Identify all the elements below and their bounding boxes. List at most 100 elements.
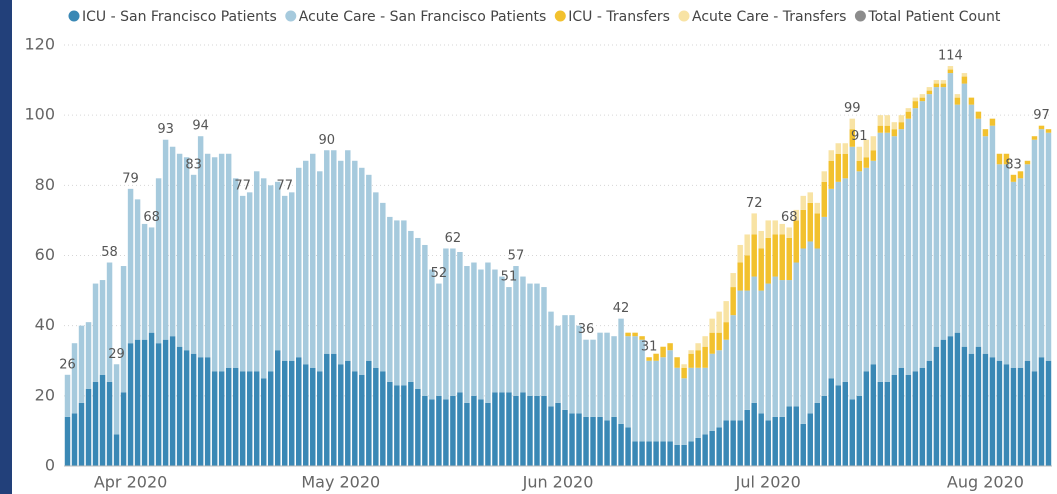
- bar-segment: [317, 371, 323, 466]
- bar-segment: [569, 413, 575, 466]
- y-tick-label: 40: [35, 315, 55, 334]
- bar-segment: [940, 87, 947, 340]
- bar-segment: [975, 346, 982, 466]
- bar-segment: [548, 311, 554, 407]
- bar-segment: [373, 367, 379, 466]
- bar-segment: [639, 339, 645, 442]
- bar-segment: [891, 136, 898, 375]
- bar-segment: [849, 118, 856, 130]
- bar-segment: [422, 244, 428, 396]
- bar-segment: [856, 395, 863, 466]
- bar-segment: [982, 129, 989, 137]
- x-tick-label: Jun 2020: [522, 473, 594, 492]
- bar-segment: [989, 118, 996, 126]
- bar-segment: [646, 357, 652, 361]
- bar-segment: [842, 381, 849, 466]
- legend-marker: [68, 10, 80, 22]
- bar-segment: [611, 336, 617, 417]
- bar-segment: [821, 171, 828, 182]
- bar-segment: [856, 146, 863, 161]
- bar-segment: [176, 346, 183, 466]
- total-label: 79: [122, 171, 139, 186]
- bar-segment: [408, 381, 414, 466]
- legend-label: Total Patient Count: [867, 9, 1000, 25]
- bar-segment: [513, 395, 519, 466]
- bar-segment: [807, 241, 813, 414]
- bar-segment: [744, 409, 750, 466]
- bar-segment: [877, 132, 884, 382]
- bar-segment: [674, 444, 680, 466]
- total-label: 58: [101, 245, 118, 260]
- bar-segment: [877, 115, 884, 126]
- bar-segment: [870, 364, 877, 466]
- bar-segment: [85, 322, 92, 389]
- bar-segment: [239, 371, 246, 466]
- bar-segment: [583, 339, 589, 417]
- bar-segment: [64, 374, 71, 417]
- bar-segment: [765, 220, 771, 238]
- bar-segment: [78, 402, 85, 466]
- bar-segment: [996, 360, 1003, 466]
- bar-segment: [527, 395, 533, 466]
- bar-segment: [618, 423, 624, 466]
- bar-segment: [716, 332, 722, 351]
- bar-segment: [204, 357, 211, 466]
- bar-segment: [961, 346, 968, 466]
- bar-segment: [982, 136, 989, 354]
- bar-segment: [443, 248, 449, 400]
- bar-segment: [288, 192, 295, 361]
- bar-segment: [821, 216, 828, 396]
- bar-segment: [1031, 139, 1038, 372]
- total-label: 83: [185, 157, 202, 172]
- bar-segment: [856, 171, 863, 396]
- bar-segment: [541, 395, 547, 466]
- bar-segment: [688, 367, 694, 442]
- bar-segment: [730, 315, 736, 421]
- bar-segment: [709, 430, 715, 466]
- bar-segment: [723, 301, 729, 323]
- bar-segment: [618, 318, 624, 424]
- bar-segment: [1010, 181, 1017, 368]
- bar-segment: [716, 350, 722, 428]
- bar-segment: [863, 167, 870, 372]
- bar-segment: [919, 101, 926, 368]
- bar-segment: [996, 164, 1003, 361]
- x-tick-label: Apr 2020: [94, 473, 167, 492]
- bar-segment: [800, 248, 806, 424]
- total-label: 51: [501, 270, 518, 285]
- bar-segment: [520, 392, 526, 466]
- bar-segment: [793, 262, 799, 407]
- bar-segment: [702, 336, 708, 347]
- bar-segment: [281, 195, 288, 361]
- bar-segment: [85, 388, 92, 466]
- bar-segment: [64, 416, 71, 466]
- bar-segment: [604, 332, 610, 421]
- bar-segment: [723, 322, 729, 340]
- bar-segment: [695, 437, 701, 466]
- bar-segment: [492, 269, 498, 393]
- bar-segment: [162, 339, 169, 466]
- total-label: 91: [851, 129, 868, 144]
- bar-segment: [695, 350, 701, 368]
- bar-segment: [303, 160, 309, 365]
- x-tick-label: May 2020: [301, 473, 380, 492]
- bar-segment: [625, 427, 631, 466]
- bar-segment: [814, 402, 820, 466]
- bar-segment: [898, 367, 905, 466]
- bar-segment: [127, 343, 134, 466]
- bar-segment: [814, 202, 820, 214]
- bar-segment: [667, 441, 673, 466]
- bar-segment: [954, 332, 961, 466]
- bar-segment: [779, 416, 785, 466]
- bar-segment: [779, 234, 785, 281]
- bar-segment: [562, 409, 568, 466]
- bar-segment: [786, 280, 792, 407]
- bar-segment: [1010, 174, 1017, 182]
- bar-segment: [870, 150, 877, 161]
- bar-segment: [190, 174, 197, 354]
- bar-segment: [968, 104, 975, 354]
- bar-segment: [211, 371, 218, 466]
- bar-segment: [807, 413, 813, 466]
- bar-segment: [702, 346, 708, 368]
